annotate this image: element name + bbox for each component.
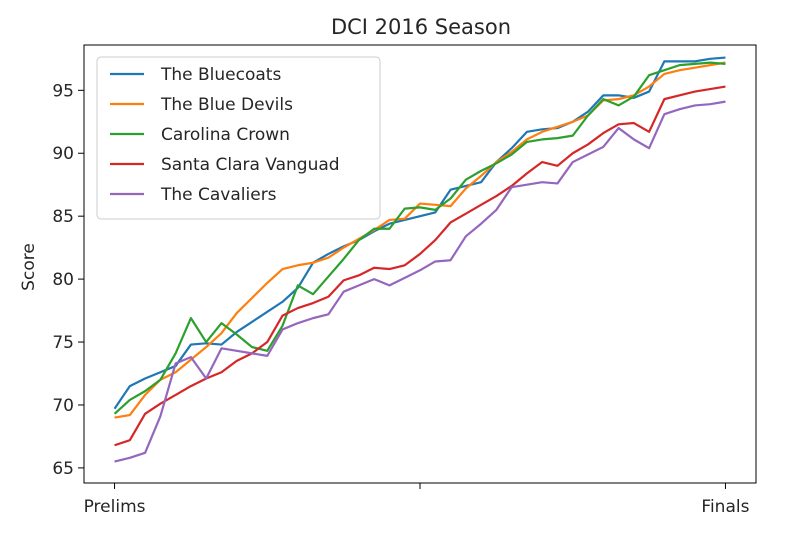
y-tick-label: 90 xyxy=(52,144,74,164)
series-line-1 xyxy=(114,61,726,419)
y-tick-label: 70 xyxy=(52,396,74,416)
series-line-2 xyxy=(113,61,726,415)
x-tick-label: Finals xyxy=(701,497,749,517)
y-tick-label: 85 xyxy=(52,207,74,227)
series-line-4 xyxy=(114,100,726,463)
y-tick-label: 80 xyxy=(52,270,74,290)
legend-label-0: The Bluecoats xyxy=(160,65,281,85)
series-line-3 xyxy=(114,85,726,447)
series-line-0 xyxy=(113,56,726,410)
y-tick-label: 75 xyxy=(52,333,74,353)
plot-area: 65 70 75 80 85 90 95 Prelims Finals xyxy=(52,44,757,517)
legend-label-2: Carolina Crown xyxy=(161,125,290,145)
legend: The Bluecoats The Blue Devils Carolina Cro… xyxy=(96,56,381,220)
y-tick-label: 95 xyxy=(52,81,74,101)
legend-label-4: The Cavaliers xyxy=(160,185,277,205)
legend-label-3: Santa Clara Vanguad xyxy=(161,155,340,175)
chart-title: DCI 2016 Season xyxy=(331,15,511,39)
legend-box xyxy=(96,56,381,220)
y-tick-label: 65 xyxy=(52,459,74,479)
x-tick-label: Prelims xyxy=(84,497,146,517)
y-axis-label: Score xyxy=(19,243,39,291)
legend-label-1: The Blue Devils xyxy=(160,95,293,115)
